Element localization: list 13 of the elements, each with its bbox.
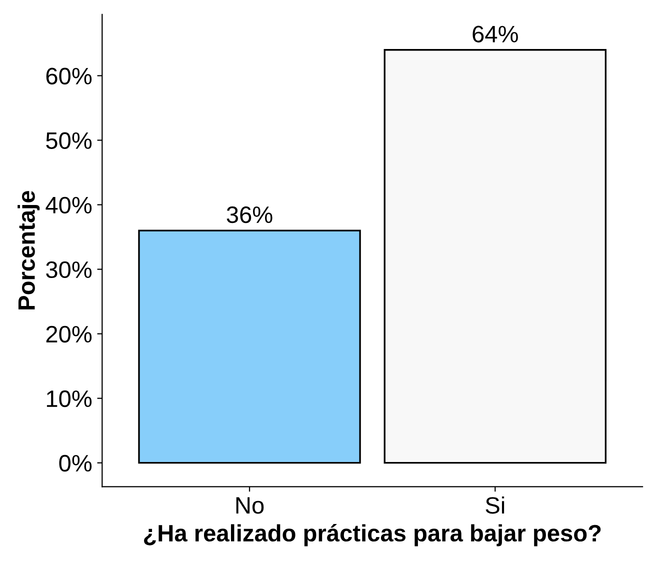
- y-axis-title: Porcentaje: [18, 190, 40, 310]
- y-tick-label: 40%: [46, 196, 92, 214]
- x-tick-label: Si: [486, 496, 504, 514]
- y-tick-label: 10%: [46, 390, 92, 408]
- y-tick-label: 60%: [46, 68, 92, 84]
- x-axis-title: ¿Ha realizado prácticas para bajar peso?: [144, 524, 601, 546]
- data-label: 36%: [226, 206, 272, 224]
- y-tick-label: 0%: [59, 454, 92, 472]
- data-label: 64%: [472, 26, 518, 42]
- y-tick-label: 50%: [46, 132, 92, 150]
- x-tick-label: No: [236, 497, 264, 514]
- y-tick-label: 30%: [46, 261, 92, 278]
- y-tick-label: 20%: [46, 326, 92, 343]
